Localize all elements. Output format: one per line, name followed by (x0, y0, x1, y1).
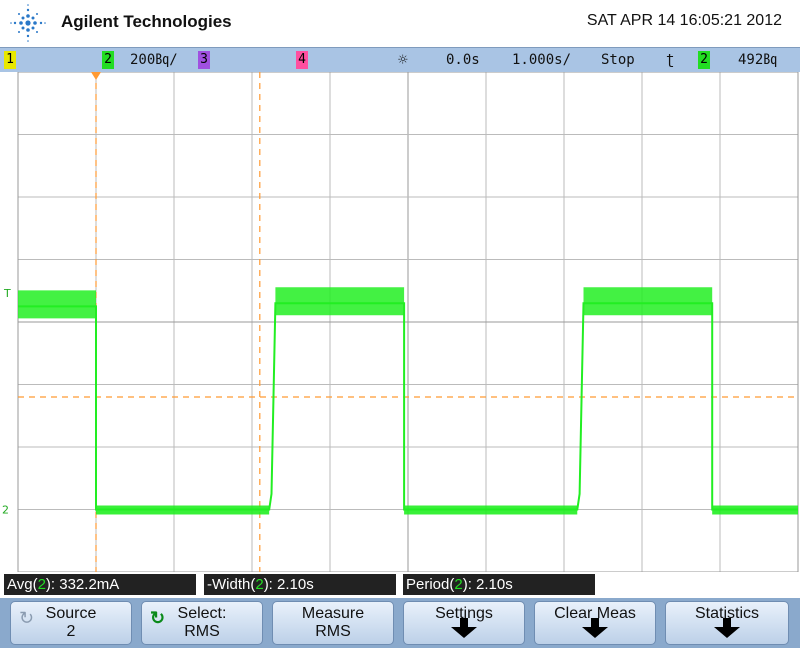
submenu-arrow-icon (714, 618, 740, 638)
avg-channel: 2 (37, 576, 46, 593)
select-softkey[interactable]: ↻ Select: RMS (141, 601, 263, 645)
measurement-neg-width: -Width(2): 2.10s (204, 574, 396, 595)
period-label: Period( (406, 576, 455, 593)
width-channel: 2 (255, 576, 264, 593)
run-state: Stop (601, 52, 635, 68)
measure-label: Measure (301, 605, 365, 622)
clear-meas-softkey[interactable]: Clear Meas (534, 601, 656, 645)
measure-value: RMS (315, 623, 351, 640)
measurement-average: Avg(2): 332.2mA (4, 574, 196, 595)
softkey-bar: ↻ Source 2 ↻ Select: RMS Measure RMS Set… (0, 598, 800, 648)
measure-softkey[interactable]: Measure RMS (272, 601, 394, 645)
period-channel: 2 (454, 576, 463, 593)
trigger-marker: T (3, 287, 11, 300)
period-value: ): 2.10s (462, 576, 513, 593)
channel-2-scale: 200㏃/ (130, 52, 178, 68)
entry-knob-icon: ↻ (150, 608, 166, 628)
source-value: 2 (66, 623, 76, 640)
submenu-arrow-icon (582, 618, 608, 638)
status-bar: 1 2 200㏃/ 3 4 ☼ 0.0s 1.000s/ Stop ʈ 2 49… (0, 47, 800, 74)
noise-band (583, 287, 713, 316)
select-label: Select: (177, 605, 227, 622)
trigger-edge-icon: ʈ (666, 52, 675, 68)
statistics-label: Statistics (694, 605, 759, 622)
noise-band (275, 287, 405, 316)
noise-band (18, 290, 96, 319)
trigger-source-indicator[interactable]: 2 (698, 51, 710, 69)
channel-1-indicator[interactable]: 1 (4, 51, 16, 69)
settings-softkey[interactable]: Settings (403, 601, 525, 645)
width-value: ): 2.10s (263, 576, 314, 593)
time-scale: 1.000s/ (512, 52, 572, 68)
select-value: RMS (184, 623, 220, 640)
settings-label: Settings (435, 605, 493, 622)
source-softkey[interactable]: ↻ Source 2 (10, 601, 132, 645)
source-label: Source (45, 605, 97, 622)
statistics-softkey[interactable]: Statistics (665, 601, 789, 645)
trigger-level: 492㏃ (738, 52, 778, 68)
submenu-arrow-icon (451, 618, 477, 638)
waveform-plot: T2 (2, 71, 799, 573)
measurement-period: Period(2): 2.10s (403, 574, 595, 595)
channel-4-indicator[interactable]: 4 (296, 51, 308, 69)
rotate-arrow-icon: ↻ (19, 608, 35, 628)
width-label: -Width( (207, 576, 256, 593)
avg-label: Avg( (7, 576, 38, 593)
agilent-spark-logo-icon (10, 4, 46, 42)
measurement-bar: Avg(2): 332.2mA -Width(2): 2.10s Period(… (0, 573, 800, 597)
time-delay: 0.0s (446, 52, 480, 68)
sun-burst-icon: ☼ (398, 50, 408, 69)
trigger-position-marker-icon (91, 72, 101, 80)
channel-2-trace (18, 302, 798, 511)
date-time: SAT APR 14 16:05:21 2012 (586, 12, 782, 29)
channel-3-indicator[interactable]: 3 (198, 51, 210, 69)
channel-2-indicator[interactable]: 2 (102, 51, 114, 69)
title-bar: Agilent Technologies SAT APR 14 16:05:21… (0, 0, 800, 46)
brand-name: Agilent Technologies (61, 12, 232, 31)
avg-value: ): 332.2mA (45, 576, 120, 593)
channel-2-ground-marker: 2 (2, 504, 9, 517)
clear-meas-label: Clear Meas (554, 605, 636, 622)
